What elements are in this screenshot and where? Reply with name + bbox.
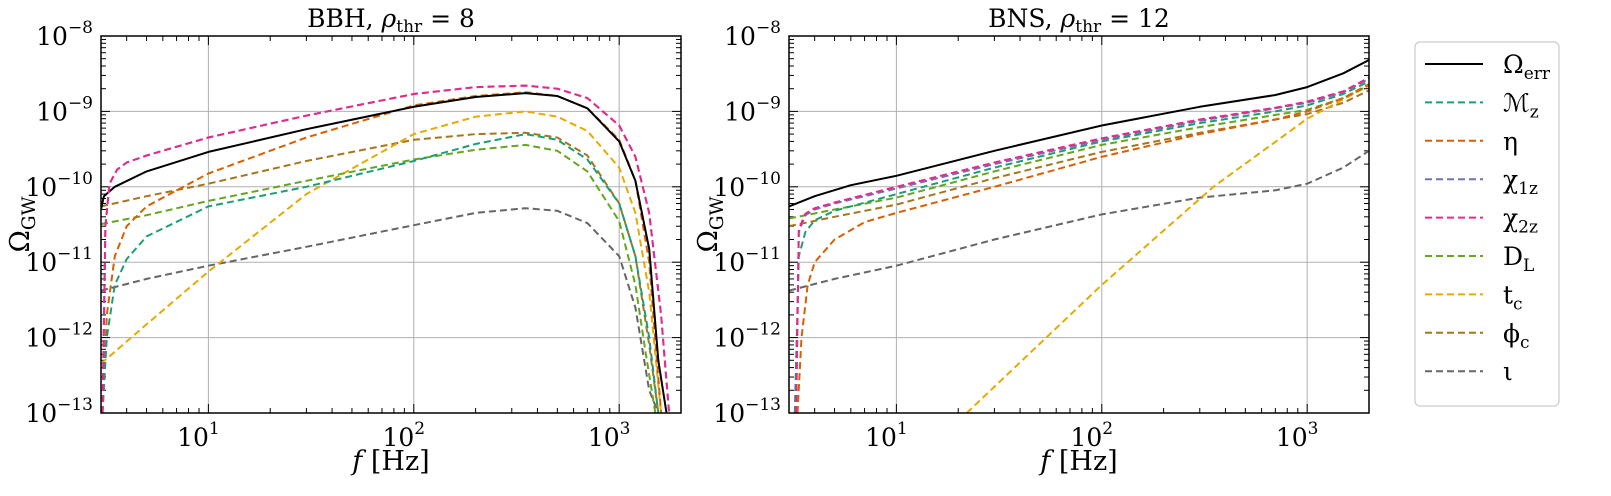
series-line-chi2z <box>101 84 671 413</box>
x-axis-label: f [Hz] <box>1038 446 1117 477</box>
legend-label-DL: DL <box>1503 242 1534 276</box>
axes-frame <box>100 35 682 414</box>
x-tick-label: 103 <box>588 419 631 452</box>
y-tick-label: 10−9 <box>724 93 781 126</box>
series-line-iota <box>789 149 1369 292</box>
y-tick-label: 10−8 <box>724 18 781 51</box>
x-tick-label: 101 <box>865 419 908 452</box>
series-line-chi1z <box>101 84 671 413</box>
y-tick-label: 10−12 <box>713 320 781 353</box>
legend-label-Mz: ℳz <box>1503 88 1539 122</box>
series-line-Omega_err <box>101 92 668 413</box>
y-tick-label: 10−12 <box>25 320 93 353</box>
legend: Ωerr ℳz η χ1z χ2z DL tc ϕc ι <box>1414 41 1560 407</box>
chart-title: BNS, ρthr = 12 <box>988 4 1170 37</box>
legend-label-eta: η <box>1503 127 1518 156</box>
y-axis-label: ΩGW <box>5 196 40 252</box>
panel-bns: 101 102 103 10−13 10−12 10−11 10−10 10−9 10−8 BNS… <box>693 4 1370 477</box>
x-tick-label: 103 <box>1276 419 1319 452</box>
y-tick-label: 10−10 <box>25 169 93 202</box>
y-tick-label: 10−8 <box>36 18 93 51</box>
series-line-DL <box>101 143 657 413</box>
x-axis-label: f [Hz] <box>350 446 429 477</box>
series-line-Omega_err <box>789 59 1369 208</box>
chart-title: BBH, ρthr = 8 <box>307 4 475 37</box>
series-line-eta <box>796 83 1369 413</box>
legend-label-Omega_err: Ωerr <box>1503 50 1551 84</box>
series-group <box>789 59 1369 413</box>
series-line-phic <box>789 89 1369 228</box>
y-axis-label: ΩGW <box>693 196 728 252</box>
y-tick-label: 10−13 <box>25 395 93 428</box>
legend-label-chi2z: χ2z <box>1503 204 1538 238</box>
series-line-DL <box>789 84 1369 220</box>
series-line-eta <box>101 91 663 413</box>
legend-label-chi1z: χ1z <box>1503 165 1538 199</box>
series-line-tc <box>101 110 663 413</box>
y-tick-label: 10−13 <box>713 395 781 428</box>
legend-label-phic: ϕc <box>1503 319 1530 353</box>
legend-label-tc: tc <box>1503 280 1523 314</box>
y-tick-label: 10−9 <box>36 93 93 126</box>
x-tick-label: 102 <box>382 419 425 452</box>
series-group <box>101 84 671 413</box>
y-tick-label: 10−11 <box>25 244 93 277</box>
series-line-chi2z <box>795 76 1369 413</box>
series-line-tc <box>966 84 1369 413</box>
x-tick-label: 102 <box>1070 419 1113 452</box>
y-tick-label: 10−10 <box>713 169 781 202</box>
series-line-Mz <box>101 133 660 413</box>
series-line-phic <box>101 131 660 413</box>
series-line-Mz <box>793 80 1369 413</box>
x-tick-label: 101 <box>177 419 220 452</box>
legend-label-iota: ι <box>1503 357 1513 386</box>
axes-frame <box>788 35 1370 414</box>
series-line-iota <box>101 207 660 413</box>
panel-bbh: 101 102 103 10−13 10−12 10−11 10−10 10−9 10−8 BBH… <box>5 4 682 477</box>
y-tick-label: 10−11 <box>713 244 781 277</box>
legend-frame <box>1414 41 1560 407</box>
